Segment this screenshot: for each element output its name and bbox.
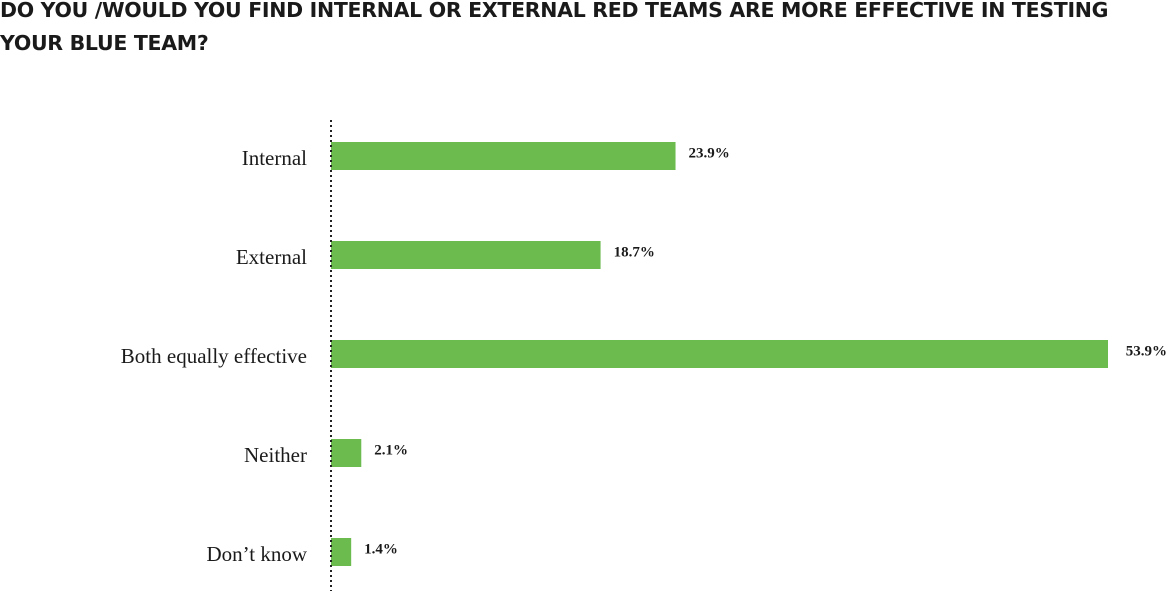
value-label: 2.1%	[374, 442, 408, 458]
bars-layer	[331, 142, 1108, 566]
labels-layer: Internal 23.9% External 18.7% Both equally e…	[121, 145, 1167, 565]
value-label: 53.9%	[1126, 343, 1167, 359]
value-label: 18.7%	[614, 244, 655, 260]
bar-4	[331, 538, 352, 566]
category-label: External	[236, 245, 307, 269]
bar-2	[331, 340, 1108, 368]
category-label: Both equally effective	[121, 344, 307, 368]
bar-3	[331, 439, 362, 467]
bar-0	[331, 142, 676, 170]
category-label: Neither	[244, 443, 307, 467]
chart-title: DO YOU /WOULD YOU FIND INTERNAL OR EXTER…	[0, 0, 1109, 55]
value-label: 23.9%	[689, 145, 730, 161]
category-label: Internal	[242, 146, 307, 170]
value-label: 1.4%	[364, 541, 398, 557]
bar-1	[331, 241, 601, 269]
category-label: Don’t know	[206, 542, 307, 566]
